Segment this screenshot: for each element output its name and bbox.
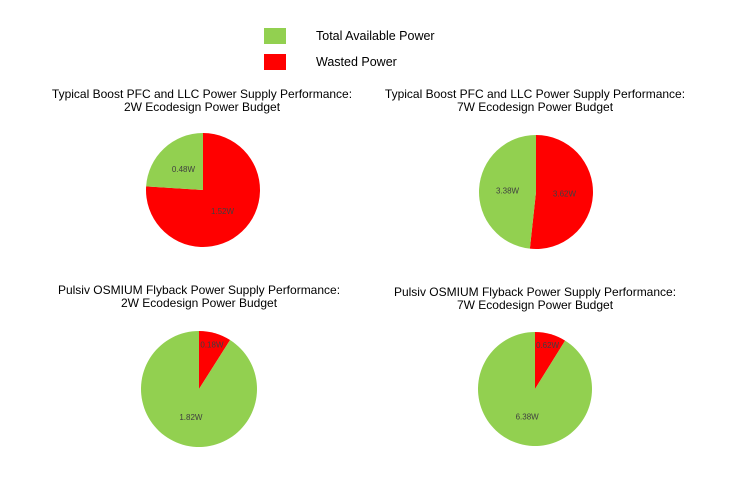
chart-4-data-label-0: 0.62W [536, 341, 560, 350]
chart-3-data-label-1: 1.82W [179, 413, 203, 422]
chart-4-slice-available [478, 332, 592, 446]
chart-3-title-line1: Pulsiv OSMIUM Flyback Power Supply Perfo… [58, 283, 340, 297]
legend-label-available: Total Available Power [316, 29, 435, 43]
legend-swatch-available [264, 28, 286, 44]
chart-4-title-line1: Pulsiv OSMIUM Flyback Power Supply Perfo… [394, 285, 676, 299]
chart-1-title-line2: 2W Ecodesign Power Budget [124, 100, 281, 114]
chart-2-data-label-0: 3.62W [553, 190, 577, 199]
legend-swatch-wasted [264, 54, 286, 70]
chart-4-data-label-1: 6.38W [516, 412, 540, 421]
chart-3-slice-wasted [199, 331, 231, 389]
chart-2-title-line1: Typical Boost PFC and LLC Power Supply P… [385, 87, 685, 101]
chart-4-title-line2: 7W Ecodesign Power Budget [457, 298, 614, 312]
chart-2-data-label-1: 3.38W [496, 186, 520, 195]
chart-4-slice-wasted [535, 332, 566, 389]
legend: Total Available Power Wasted Power [264, 28, 435, 70]
chart-3-data-label-0: 0.18W [200, 340, 224, 349]
chart-4: Pulsiv OSMIUM Flyback Power Supply Perfo… [394, 285, 676, 446]
chart-1-slice-available [146, 133, 203, 190]
chart-3-title-line2: 2W Ecodesign Power Budget [121, 296, 278, 310]
chart-3: Pulsiv OSMIUM Flyback Power Supply Perfo… [58, 283, 340, 447]
chart-1-title-line1: Typical Boost PFC and LLC Power Supply P… [52, 87, 352, 101]
chart-2: Typical Boost PFC and LLC Power Supply P… [385, 87, 685, 250]
chart-2-slice-available [479, 135, 536, 249]
chart-1: Typical Boost PFC and LLC Power Supply P… [52, 87, 352, 247]
chart-1-data-label-0: 1.52W [211, 207, 235, 216]
chart-2-title-line2: 7W Ecodesign Power Budget [457, 100, 614, 114]
chart-3-slice-available [140, 331, 257, 447]
chart-1-data-label-1: 0.48W [172, 165, 196, 174]
chart-2-slice-wasted [529, 135, 594, 250]
legend-label-wasted: Wasted Power [316, 55, 397, 69]
